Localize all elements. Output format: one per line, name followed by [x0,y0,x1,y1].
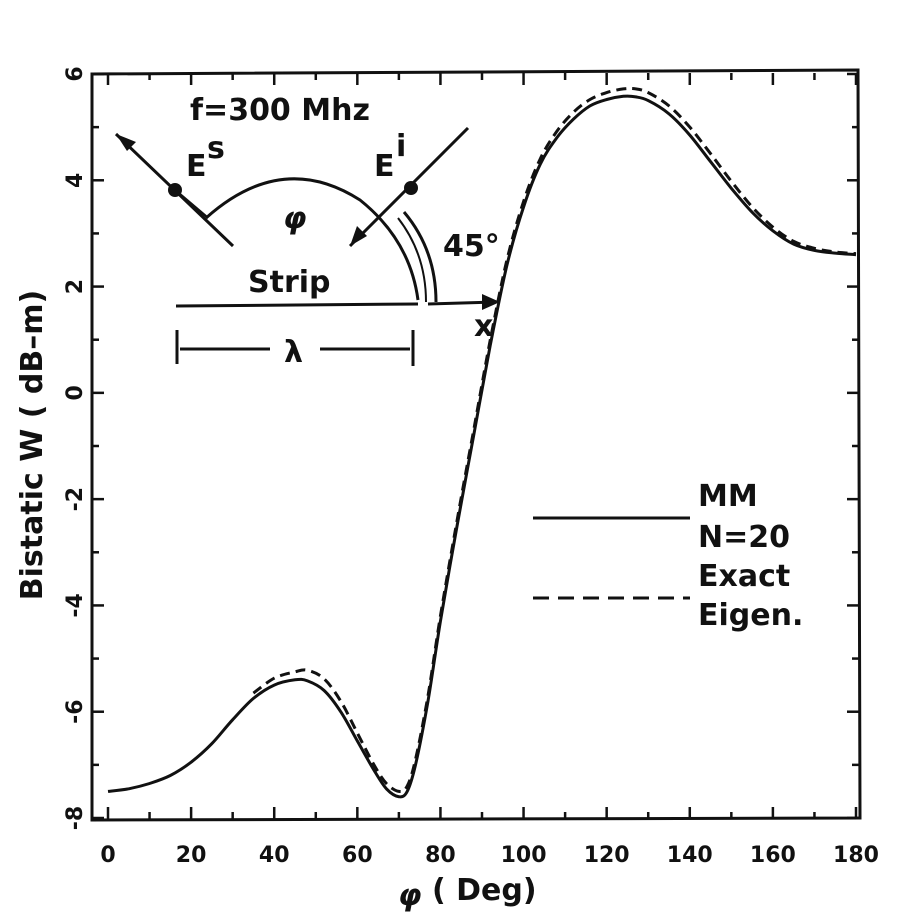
incidence-angle-arc [402,211,438,303]
x-tick-label: 20 [176,843,207,868]
x-axis-symbol: x [474,309,493,344]
y-tick-label: 2 [63,279,88,294]
x-axis-title: φ ( Deg) [398,873,537,913]
tick-labels: 0 20 40 60 80 100 120 140 160 180 -8 -6 -4 -2 0 2 4 6 [63,66,879,868]
incidence-angle-arc-inner [397,217,427,303]
scattered-arrow-head [116,134,136,151]
legend: MM N=20 Exact Eigen. [533,479,803,633]
plot-border [90,68,862,822]
legend-label-exact-2: Eigen. [698,598,803,633]
y-tick-label: 0 [63,385,88,400]
x-tick-label: 100 [501,843,547,868]
mm-n20-series-line [107,94,857,799]
legend-label-mm-2: N=20 [698,520,790,555]
x-tick-label: 120 [584,843,630,868]
frequency-label: f=300 Mhz [190,93,370,128]
x-axis-title-symbol: φ [398,878,421,913]
x-tick-label: 60 [342,843,373,868]
plot-frame [90,68,862,822]
x-tick-label: 0 [100,843,115,868]
phi-arc [205,177,420,301]
x-tick-label: 40 [259,843,290,868]
y-tick-label: -8 [63,806,88,830]
data-curves [107,86,857,799]
scattered-field-label: E [186,149,207,184]
lambda-label: λ [284,335,303,370]
inset-diagram: f=300 Mhz E s φ E i 45° Strip x λ [114,93,500,370]
y-tick-label: -2 [63,487,88,511]
y-tick-label: 6 [63,66,88,81]
x-tick-label: 160 [750,843,796,868]
incidence-angle-label: 45° [443,229,500,264]
scattered-field-sup: s [207,131,225,166]
legend-label-mm-1: MM [698,479,758,514]
x-axis-arrow-head [482,294,500,310]
incident-arrow-head [350,226,367,246]
strip-line [175,302,419,308]
incident-field-label: E [374,149,395,184]
legend-label-exact-1: Exact [698,559,790,594]
x-tick-label: 140 [667,843,713,868]
y-tick-label: 4 [63,173,88,188]
phi-label: φ [283,201,306,236]
axis-ticks [92,72,859,820]
y-axis-title: Bistatic W ( dB–m) [15,290,50,600]
scattered-polarization-arrow [174,189,209,219]
incident-point [404,181,418,195]
x-axis-title-unit: ( Deg) [432,873,537,908]
x-tick-label: 80 [425,843,456,868]
x-tick-label: 180 [833,843,879,868]
y-tick-label: -4 [63,593,88,617]
incident-field-sup: i [396,129,406,164]
y-tick-label: -6 [63,699,88,723]
strip-label: Strip [248,265,331,300]
exact-eigen-series-line [252,86,857,794]
